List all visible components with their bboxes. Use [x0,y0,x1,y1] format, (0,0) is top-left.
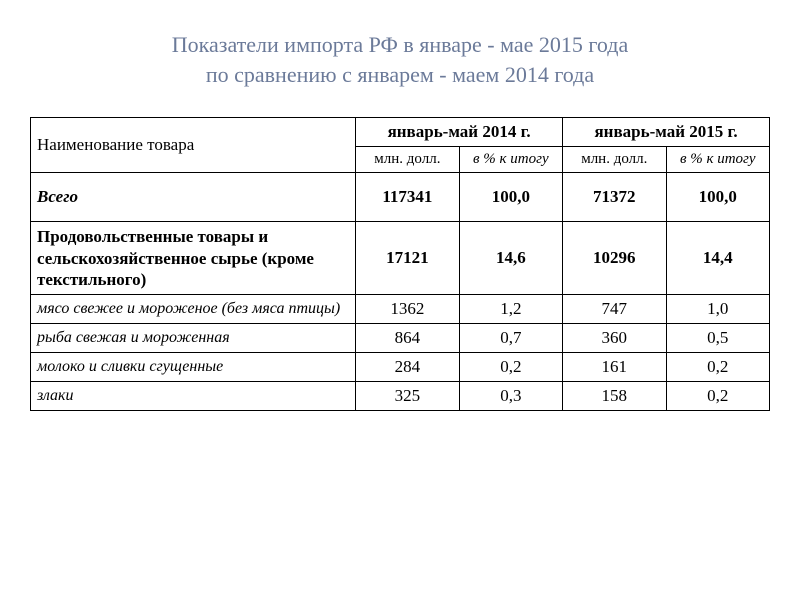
col-header-name: Наименование товара [31,118,356,173]
cell-milk-label: молоко и сливки сгущенные [31,353,356,382]
cell-total-2015-pct: 100,0 [666,173,769,222]
cell-food-2015-pct: 14,4 [666,222,769,295]
page-title: Показатели импорта РФ в январе - мае 201… [30,30,770,89]
cell-milk-2014-pct: 0,2 [459,353,562,382]
cell-grain-2015-mln: 158 [563,382,666,411]
cell-food-2015-mln: 10296 [563,222,666,295]
cell-meat-2014-pct: 1,2 [459,295,562,324]
row-milk: молоко и сливки сгущенные 284 0,2 161 0,… [31,353,770,382]
cell-meat-label: мясо свежее и мороженое (без мяса птицы) [31,295,356,324]
cell-food-2014-mln: 17121 [356,222,459,295]
cell-food-label: Продовольственные товары и сельскохозяйс… [31,222,356,295]
col-header-2014: январь-май 2014 г. [356,118,563,147]
cell-meat-2015-mln: 747 [563,295,666,324]
cell-total-label: Всего [31,173,356,222]
col-sub-2015-mln: млн. долл. [563,147,666,173]
cell-milk-2015-pct: 0,2 [666,353,769,382]
row-total: Всего 117341 100,0 71372 100,0 [31,173,770,222]
cell-fish-2014-pct: 0,7 [459,324,562,353]
col-sub-2015-pct: в % к итогу [666,147,769,173]
cell-grain-label: злаки [31,382,356,411]
cell-milk-2015-mln: 161 [563,353,666,382]
header-row-1: Наименование товара январь-май 2014 г. я… [31,118,770,147]
col-sub-2014-pct: в % к итогу [459,147,562,173]
import-table: Наименование товара январь-май 2014 г. я… [30,117,770,411]
col-sub-2014-mln: млн. долл. [356,147,459,173]
cell-meat-2014-mln: 1362 [356,295,459,324]
cell-food-2014-pct: 14,6 [459,222,562,295]
cell-grain-2014-mln: 325 [356,382,459,411]
cell-total-2014-pct: 100,0 [459,173,562,222]
cell-grain-2015-pct: 0,2 [666,382,769,411]
cell-meat-2015-pct: 1,0 [666,295,769,324]
cell-fish-2015-mln: 360 [563,324,666,353]
col-header-2015: январь-май 2015 г. [563,118,770,147]
title-line1: Показатели импорта РФ в январе - мае 201… [172,32,628,57]
cell-total-2015-mln: 71372 [563,173,666,222]
row-fish: рыба свежая и мороженная 864 0,7 360 0,5 [31,324,770,353]
cell-total-2014-mln: 117341 [356,173,459,222]
cell-fish-2014-mln: 864 [356,324,459,353]
cell-grain-2014-pct: 0,3 [459,382,562,411]
title-line2: по сравнению с январем - маем 2014 года [206,62,594,87]
cell-fish-label: рыба свежая и мороженная [31,324,356,353]
cell-fish-2015-pct: 0,5 [666,324,769,353]
row-meat: мясо свежее и мороженое (без мяса птицы)… [31,295,770,324]
row-grain: злаки 325 0,3 158 0,2 [31,382,770,411]
row-food: Продовольственные товары и сельскохозяйс… [31,222,770,295]
cell-milk-2014-mln: 284 [356,353,459,382]
